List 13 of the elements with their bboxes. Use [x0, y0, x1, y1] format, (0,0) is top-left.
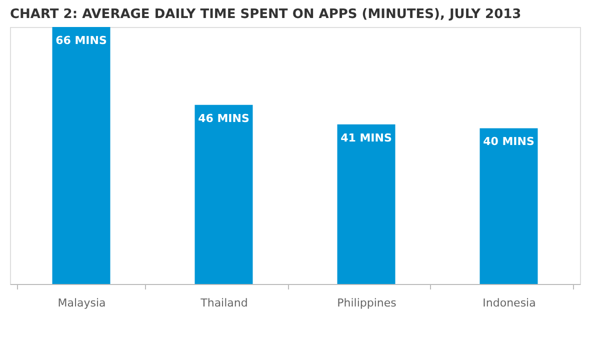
bar — [480, 128, 538, 284]
bar — [194, 104, 253, 284]
data-label: 66 MINS — [56, 34, 107, 47]
bar — [52, 27, 110, 284]
x-tick-label: Thailand — [200, 296, 248, 310]
data-label: 46 MINS — [198, 112, 250, 125]
data-label: 41 MINS — [340, 131, 392, 144]
chart-title: CHART 2: AVERAGE DAILY TIME SPENT ON APPS (MINUTES), JULY 2013 — [10, 7, 522, 22]
x-tick-label: Philippines — [337, 296, 397, 310]
data-label: 40 MINS — [483, 135, 534, 148]
x-tick-label: Indonesia — [482, 296, 536, 310]
bar — [337, 124, 396, 284]
x-tick-label: Malaysia — [58, 296, 106, 310]
